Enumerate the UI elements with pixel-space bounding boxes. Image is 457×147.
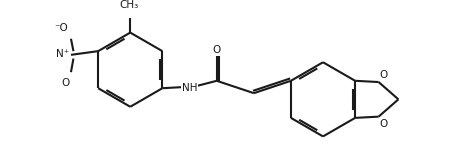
Text: N⁺: N⁺ (57, 49, 70, 59)
Text: O: O (380, 119, 388, 129)
Text: O: O (380, 70, 388, 80)
Text: CH₃: CH₃ (119, 0, 138, 10)
Text: NH: NH (182, 83, 197, 93)
Text: ⁻O: ⁻O (55, 23, 69, 33)
Text: O: O (62, 78, 70, 88)
Text: O: O (213, 45, 221, 55)
